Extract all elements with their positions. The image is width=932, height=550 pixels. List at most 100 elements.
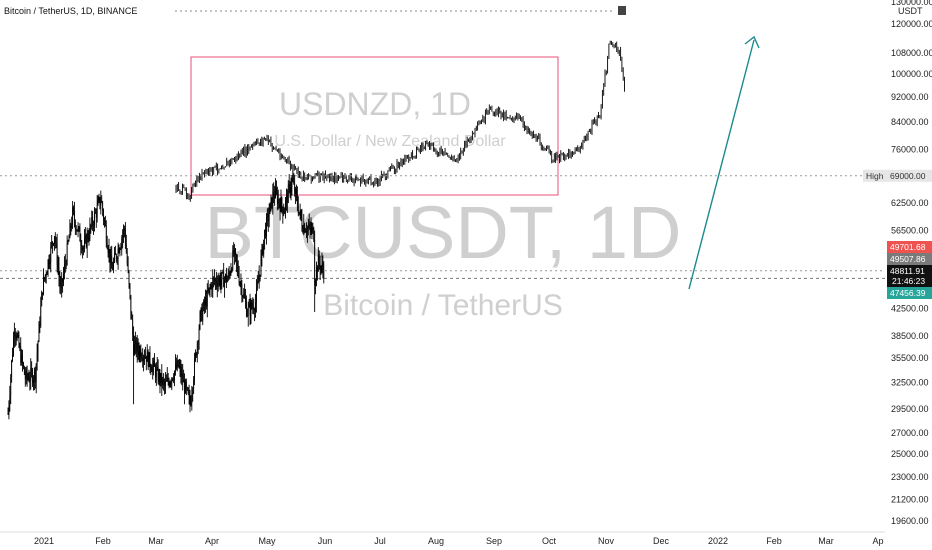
candle-body bbox=[72, 207, 74, 225]
candle-body bbox=[256, 283, 258, 289]
candle-body bbox=[264, 229, 266, 240]
candle-body bbox=[140, 349, 142, 359]
candle-body bbox=[147, 351, 149, 367]
inset-watermark-description: U.S. Dollar / New Zealand Dollar bbox=[274, 133, 506, 150]
candle-body bbox=[150, 366, 152, 370]
candle-body bbox=[109, 249, 111, 264]
candle-body bbox=[47, 260, 49, 273]
candle-body bbox=[254, 310, 256, 312]
candle-body bbox=[41, 292, 43, 307]
candle-body bbox=[124, 228, 126, 245]
candle-body bbox=[33, 379, 34, 384]
candle-body bbox=[97, 200, 99, 205]
candle-body bbox=[205, 298, 206, 306]
candle-body bbox=[318, 254, 320, 264]
candle-body bbox=[231, 269, 233, 271]
x-tick-label: Apr bbox=[205, 536, 219, 546]
candle-body bbox=[177, 360, 179, 367]
candle-body bbox=[218, 277, 220, 282]
candle-body bbox=[187, 388, 189, 394]
candle-body bbox=[65, 263, 67, 265]
candle-body bbox=[26, 370, 28, 378]
candle-body bbox=[58, 267, 60, 277]
candle-body bbox=[83, 247, 84, 249]
candle-body bbox=[61, 278, 63, 289]
candle-body bbox=[179, 366, 181, 368]
candle-body bbox=[54, 236, 56, 243]
high-value: 69000.00 bbox=[890, 171, 926, 181]
candle-body bbox=[145, 355, 147, 362]
candle-body bbox=[173, 379, 175, 381]
candle-body bbox=[129, 283, 131, 296]
candle-body bbox=[174, 371, 175, 380]
candle-body bbox=[25, 370, 27, 380]
candle-body bbox=[239, 283, 241, 285]
candle-body bbox=[82, 247, 84, 251]
candle-body bbox=[156, 366, 158, 369]
candle-body bbox=[159, 372, 161, 383]
candle-body bbox=[226, 274, 227, 283]
inset-watermark-symbol: USDNZD, 1D bbox=[279, 86, 471, 122]
candle-body bbox=[43, 277, 44, 294]
candle-body bbox=[69, 224, 71, 238]
x-axis[interactable]: 2021 Feb Mar Apr May Jun Jul Aug Sep Oct Nov Dec 202… bbox=[0, 531, 885, 546]
candle-body bbox=[64, 264, 65, 274]
candle-body bbox=[86, 234, 88, 248]
candle-body bbox=[261, 246, 263, 257]
candle-body bbox=[29, 380, 31, 382]
y-tick-label: 120000.00 bbox=[891, 19, 932, 29]
candle-body bbox=[32, 371, 33, 384]
y-tick-label: 27000.00 bbox=[891, 428, 929, 438]
candle-body bbox=[132, 319, 134, 335]
candle-body bbox=[34, 370, 36, 383]
candle-body bbox=[52, 241, 53, 244]
x-tick-label: Sep bbox=[486, 536, 502, 546]
candle-body bbox=[210, 285, 212, 288]
candle-body bbox=[288, 183, 290, 186]
x-tick-label: 2022 bbox=[708, 536, 728, 546]
candle-body bbox=[190, 403, 192, 405]
x-tick-label: Feb bbox=[95, 536, 111, 546]
y-tick-label: 23000.00 bbox=[891, 472, 929, 482]
candle-body bbox=[319, 263, 321, 270]
candle-body bbox=[274, 194, 276, 198]
candle-body bbox=[162, 379, 164, 385]
red-tag-value: 49701.68 bbox=[890, 242, 926, 252]
candle-body bbox=[154, 360, 155, 367]
candle-body bbox=[115, 254, 117, 260]
candle-body bbox=[88, 238, 90, 240]
x-tick-label: Jun bbox=[318, 536, 333, 546]
candle-body bbox=[107, 248, 109, 253]
candle-body bbox=[114, 253, 116, 255]
candle-body bbox=[196, 343, 198, 356]
x-tick-label: Mar bbox=[148, 536, 164, 546]
candle-body bbox=[13, 332, 15, 337]
candle-body bbox=[313, 227, 315, 241]
candle-body bbox=[152, 365, 154, 372]
candle-body bbox=[312, 227, 314, 229]
candle-body bbox=[81, 245, 83, 251]
candle-body bbox=[182, 373, 184, 383]
candle-body bbox=[215, 279, 217, 284]
candle-body bbox=[183, 380, 185, 383]
candle-body bbox=[269, 202, 271, 214]
candle-body bbox=[214, 277, 215, 281]
candle-body bbox=[57, 265, 59, 268]
high-tag-label: High bbox=[866, 171, 884, 181]
candle-body bbox=[245, 297, 246, 303]
candle-body bbox=[270, 197, 272, 203]
candle-body bbox=[321, 263, 323, 267]
candle-body bbox=[211, 285, 213, 290]
candle-body bbox=[172, 378, 174, 380]
candle-body bbox=[236, 262, 238, 267]
candle-body bbox=[316, 267, 317, 281]
candle-body bbox=[104, 221, 106, 226]
candle-body bbox=[14, 332, 16, 337]
candle-body bbox=[281, 198, 283, 207]
y-tick-label: 19600.00 bbox=[891, 516, 929, 526]
candle-body bbox=[78, 227, 80, 229]
y-tick-label: 76000.00 bbox=[891, 144, 929, 154]
candle-body bbox=[315, 280, 316, 286]
